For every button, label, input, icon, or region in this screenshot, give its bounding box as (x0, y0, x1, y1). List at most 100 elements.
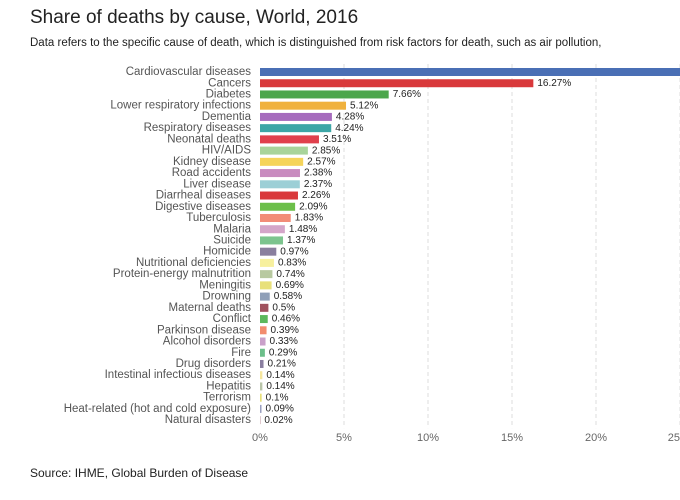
bar (260, 236, 284, 245)
value-label: 0.83% (278, 258, 306, 269)
y-tick-label: Neonatal deaths (167, 133, 251, 145)
value-label: 1.37% (287, 235, 315, 246)
y-tick-label: Natural disasters (165, 414, 252, 426)
bar (260, 270, 273, 279)
y-tick-label: Drowning (202, 291, 251, 303)
bar (260, 157, 304, 166)
value-label: 2.57% (307, 156, 335, 167)
y-tick-label: Heat-related (hot and cold exposure) (64, 403, 251, 415)
bar (260, 258, 274, 267)
bar (260, 180, 300, 189)
x-tick-label: 15% (501, 432, 523, 444)
y-tick-label: Terrorism (203, 392, 251, 404)
bar (260, 135, 319, 144)
bar (260, 281, 272, 290)
bar (260, 146, 308, 155)
value-label: 1.48% (289, 224, 317, 235)
bar (260, 225, 285, 234)
value-label: 16.27% (537, 78, 571, 89)
value-label: 3.51% (323, 134, 351, 145)
value-label: 0.1% (266, 392, 289, 403)
bar (260, 393, 262, 402)
value-label: 0.21% (268, 359, 296, 370)
y-tick-label: Tuberculosis (186, 212, 251, 224)
y-tick-label: HIV/AIDS (202, 145, 252, 157)
value-label: 1.83% (295, 213, 323, 224)
bar (260, 169, 300, 178)
y-tick-label: Homicide (203, 246, 251, 258)
y-tick-label: Fire (231, 347, 251, 359)
value-label: 0.14% (266, 370, 294, 381)
value-label: 0.14% (266, 381, 294, 392)
value-label: 2.26% (302, 190, 330, 201)
bar (260, 247, 277, 256)
value-label: 2.85% (312, 145, 340, 156)
bar (260, 337, 266, 346)
value-label: 0.09% (266, 404, 294, 415)
value-label: 0.39% (271, 325, 299, 336)
value-label: 0.02% (264, 415, 292, 426)
y-tick-label: Suicide (213, 234, 251, 246)
x-tick-label: 25 (668, 432, 680, 444)
y-tick-label: Diarrheal diseases (156, 190, 251, 202)
y-tick-label: Meningitis (199, 279, 251, 291)
bar (260, 68, 680, 76)
y-tick-label: Road accidents (172, 167, 252, 179)
y-tick-label: Respiratory diseases (144, 122, 252, 134)
y-tick-label: Cancers (208, 77, 251, 89)
x-tick-label: 0% (252, 432, 268, 444)
value-label: 0.29% (269, 347, 297, 358)
value-label: 2.37% (304, 179, 332, 190)
value-label: 0.33% (270, 336, 298, 347)
y-tick-label: Protein-energy malnutrition (113, 268, 251, 280)
y-tick-label: Parkinson disease (157, 324, 251, 336)
source: Source: IHME, Global Burden of Disease (30, 466, 248, 480)
value-label: 0.97% (280, 246, 308, 257)
value-label: 2.09% (299, 201, 327, 212)
value-label: 0.5% (272, 302, 295, 313)
bar (260, 359, 264, 368)
value-label: 0.58% (274, 291, 302, 302)
bar (260, 315, 268, 324)
y-tick-label: Maternal deaths (169, 302, 252, 314)
y-tick-label: Hepatitis (206, 380, 251, 392)
y-tick-label: Liver disease (183, 178, 251, 190)
y-tick-label: Kidney disease (173, 156, 251, 168)
value-label: 4.24% (335, 123, 363, 134)
bar (260, 326, 267, 335)
bar (260, 124, 332, 133)
y-tick-label: Intestinal infectious diseases (105, 369, 252, 381)
bar (260, 348, 265, 357)
y-tick-label: Alcohol disorders (163, 336, 251, 348)
y-tick-label: Cardiovascular diseases (126, 66, 252, 78)
value-label: 7.66% (393, 89, 421, 100)
bar (260, 382, 263, 391)
chart-title: Share of deaths by cause, World, 2016 (30, 7, 358, 28)
value-label: 5.12% (350, 100, 378, 111)
value-label: 4.28% (336, 112, 364, 123)
bar (260, 191, 298, 200)
value-label: 0.69% (276, 280, 304, 291)
bar (260, 213, 291, 222)
bar (260, 202, 296, 211)
bar (260, 79, 534, 88)
y-tick-label: Lower respiratory infections (110, 100, 251, 112)
bar (260, 90, 389, 99)
x-tick-label: 20% (585, 432, 607, 444)
bar (260, 292, 270, 301)
x-tick-label: 10% (417, 432, 439, 444)
y-tick-label: Drug disorders (176, 358, 252, 370)
x-tick-label: 5% (336, 432, 352, 444)
bar (260, 371, 263, 380)
y-tick-label: Digestive diseases (155, 201, 251, 213)
y-tick-label: Dementia (202, 111, 252, 123)
y-tick-label: Malaria (213, 223, 251, 235)
bar (260, 112, 332, 121)
y-tick-label: Diabetes (206, 88, 252, 100)
value-label: 0.46% (272, 314, 300, 325)
y-tick-label: Conflict (213, 313, 252, 325)
chart-subtitle: Data refers to the specific cause of dea… (30, 37, 601, 49)
value-label: 2.38% (304, 168, 332, 179)
bar (260, 303, 269, 312)
